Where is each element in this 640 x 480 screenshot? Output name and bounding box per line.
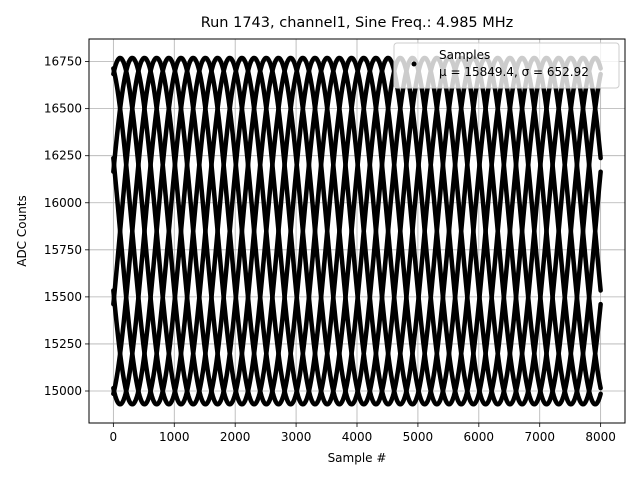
y-tick-label: 16250 [44, 149, 82, 163]
legend: Samples μ = 15849.4, σ = 652.92 [393, 42, 620, 89]
x-tick-label: 8000 [585, 430, 616, 444]
y-tick-label: 15000 [44, 384, 82, 398]
y-axis-ticks: 15000 15250 15500 15750 16000 16250 16500 16750 [44, 55, 89, 398]
y-tick-label: 16750 [44, 55, 82, 69]
y-axis-label: ADC Counts [15, 195, 29, 267]
legend-series-label: Samples [439, 48, 490, 62]
x-axis-label: Sample # [328, 451, 387, 465]
chart-title: Run 1743, channel1, Sine Freq.: 4.985 MH… [201, 15, 514, 31]
x-tick-label: 3000 [281, 430, 312, 444]
x-tick-label: 4000 [342, 430, 373, 444]
legend-marker [411, 61, 417, 67]
y-tick-label: 16000 [44, 196, 82, 210]
x-tick-label: 2000 [220, 430, 251, 444]
x-tick-label: 6000 [464, 430, 495, 444]
sample-branch-7 [111, 55, 603, 407]
data-layer [111, 55, 603, 407]
sample-branch-5 [111, 55, 603, 407]
x-axis-ticks: 0 1000 2000 3000 4000 5000 6000 7000 8000 [110, 423, 616, 444]
y-tick-label: 16500 [44, 102, 82, 116]
sample-branch-4 [111, 55, 603, 407]
legend-box [393, 42, 620, 89]
x-tick-label: 7000 [524, 430, 555, 444]
x-tick-label: 5000 [403, 430, 434, 444]
y-tick-label: 15500 [44, 290, 82, 304]
x-tick-label: 1000 [159, 430, 190, 444]
x-tick-label: 0 [110, 430, 118, 444]
y-tick-label: 15250 [44, 337, 82, 351]
legend-stats-label: μ = 15849.4, σ = 652.92 [439, 65, 589, 79]
y-tick-label: 15750 [44, 243, 82, 257]
